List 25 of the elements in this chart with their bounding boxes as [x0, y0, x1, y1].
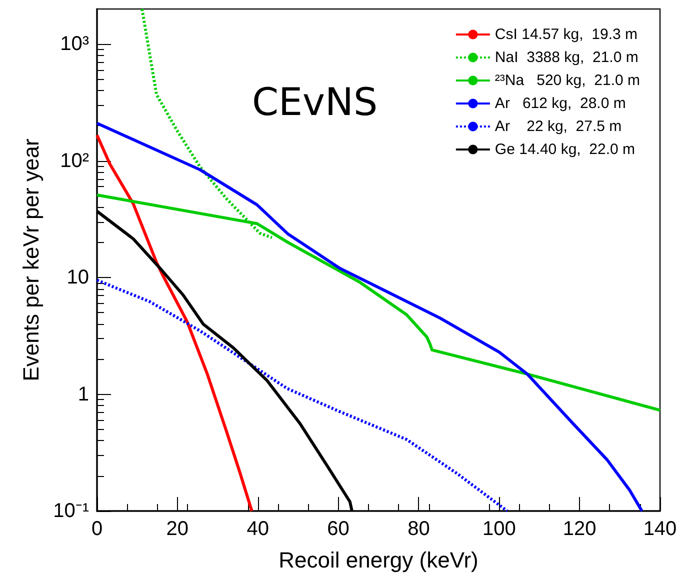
y-tick-label: 10²	[60, 150, 90, 172]
legend-label: CsI 14.57 kg, 19.3 m	[494, 26, 638, 43]
x-tick-label: 20	[166, 518, 189, 540]
x-tick-label: 40	[246, 518, 269, 540]
line-series	[96, 134, 254, 512]
y-tick-label: 1	[78, 383, 89, 406]
legend-label: Ar 22 kg, 27.5 m	[494, 118, 622, 135]
y-tick-label: 10⁻¹	[53, 500, 90, 522]
text: CEvNS	[252, 80, 378, 124]
y-tick-label: 10³	[60, 33, 90, 56]
x-axis-title: Recoil energy (keVr)	[278, 548, 478, 572]
x-tick-label: 120	[562, 518, 596, 540]
line-series	[96, 278, 509, 512]
legend-label: Ar 612 kg, 28.0 m	[494, 95, 626, 112]
y-tick-label: 10	[66, 266, 89, 289]
y-axis-title: Events per keVr per year	[18, 138, 44, 382]
x-tick-label: 100	[482, 518, 516, 540]
x-tick-label: 0	[91, 518, 103, 540]
legend-label: ²³Na 520 kg, 21.0 m	[494, 72, 640, 89]
legend-label: Ge 14.40 kg, 22.0 m	[494, 141, 636, 158]
x-tick-label: 80	[408, 518, 430, 540]
line-series	[96, 122, 644, 512]
x-tick-label: 60	[327, 518, 350, 540]
legend-label: NaI 3388 kg, 21.0 m	[494, 49, 638, 66]
x-tick-label: 140	[643, 518, 677, 540]
